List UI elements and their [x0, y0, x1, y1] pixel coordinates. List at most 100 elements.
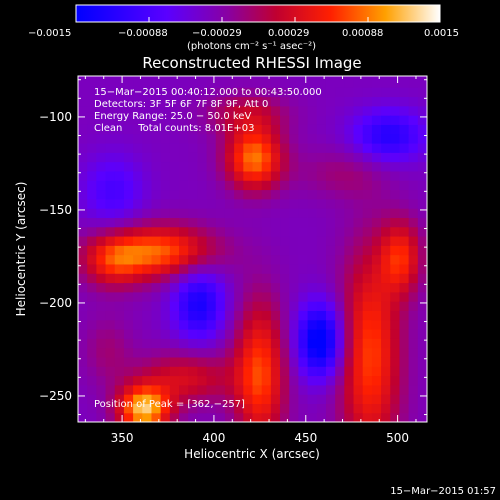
heatmap-cell: [142, 124, 153, 135]
heatmap-cell: [381, 403, 391, 414]
heatmap-cell: [280, 328, 290, 339]
heatmap-cell: [289, 366, 300, 377]
heatmap-cell: [188, 161, 198, 172]
heatmap-cell: [243, 403, 254, 414]
heatmap-cell: [243, 208, 254, 218]
heatmap-cell: [344, 310, 355, 321]
heatmap-cell: [325, 142, 336, 153]
heatmap-cell: [344, 403, 355, 414]
heatmap-cell: [353, 356, 364, 367]
heatmap-cell: [234, 105, 244, 116]
heatmap-cell: [335, 319, 345, 330]
heatmap-cell: [215, 76, 226, 79]
heatmap-cell: [215, 310, 226, 321]
heatmap-cell: [105, 208, 116, 218]
heatmap-cell: [270, 310, 281, 321]
heatmap-cell: [371, 347, 382, 358]
heatmap-cell: [261, 170, 272, 181]
heatmap-cell: [353, 77, 364, 88]
heatmap-cell: [289, 347, 300, 358]
heatmap-cell: [87, 319, 97, 330]
heatmap-cell: [215, 180, 226, 191]
heatmap-cell: [169, 161, 180, 172]
heatmap-cell: [381, 366, 391, 377]
heatmap-cell: [344, 301, 355, 311]
heatmap-cell: [280, 226, 290, 237]
heatmap-cell: [206, 226, 217, 237]
heatmap-cell: [399, 366, 410, 377]
heatmap-cell: [215, 338, 226, 349]
heatmap-cell: [408, 245, 419, 256]
heatmap-cell: [215, 245, 226, 256]
heatmap-cell: [252, 301, 263, 311]
heatmap-cell: [169, 338, 180, 349]
heatmap-cell: [390, 226, 401, 237]
heatmap-cell: [151, 133, 162, 144]
heatmap-cell: [96, 180, 107, 191]
heatmap-cell: [160, 124, 171, 135]
heatmap-cell: [280, 282, 290, 293]
heatmap-cell: [408, 366, 419, 377]
heatmap-cell: [344, 115, 355, 125]
heatmap-cell: [371, 366, 382, 377]
heatmap-cell: [206, 133, 217, 144]
heatmap-cell: [215, 319, 226, 330]
heatmap-cell: [224, 310, 235, 321]
heatmap-cell: [280, 366, 290, 377]
heatmap-cell: [160, 263, 171, 274]
heatmap-cell: [280, 115, 290, 125]
heatmap-cell: [371, 412, 382, 422]
heatmap-cell: [408, 384, 419, 395]
heatmap-cell: [78, 180, 88, 191]
heatmap-cell: [151, 328, 162, 339]
heatmap-cell: [206, 301, 217, 311]
heatmap-cell: [362, 115, 373, 125]
heatmap-cell: [270, 347, 281, 358]
heatmap-cell: [252, 170, 263, 181]
heatmap-cell: [371, 235, 382, 246]
heatmap-cell: [133, 338, 143, 349]
heatmap-cell: [160, 161, 171, 172]
heatmap-cell: [270, 142, 281, 153]
heatmap-cell: [307, 319, 318, 330]
heatmap-cell: [261, 338, 272, 349]
heatmap-cell: [234, 77, 244, 88]
heatmap-cell: [371, 291, 382, 302]
heatmap-cell: [197, 301, 208, 311]
heatmap-cell: [353, 133, 364, 144]
heatmap-cell: [417, 328, 427, 339]
heatmap-cell: [142, 133, 153, 144]
heatmap-cell: [408, 142, 419, 153]
heatmap-cell: [289, 87, 300, 98]
heatmap-cell: [417, 338, 427, 349]
heatmap-cell: [179, 403, 189, 414]
heatmap-cell: [270, 76, 281, 79]
heatmap-cell: [78, 217, 88, 228]
heatmap-cell: [261, 282, 272, 293]
heatmap-cell: [261, 96, 272, 107]
heatmap-cell: [179, 375, 189, 386]
heatmap-cell: [307, 384, 318, 395]
heatmap-cell: [270, 170, 281, 181]
heatmap-cell: [224, 263, 235, 274]
heatmap-cell: [417, 375, 427, 386]
heatmap-cell: [206, 142, 217, 153]
heatmap-cell: [96, 254, 107, 265]
heatmap-cell: [307, 245, 318, 256]
heatmap-cell: [123, 347, 134, 358]
heatmap-cell: [298, 282, 309, 293]
heatmap-cell: [105, 347, 116, 358]
heatmap-cell: [408, 347, 419, 358]
heatmap-cell: [390, 96, 401, 107]
heatmap-cell: [78, 170, 88, 181]
heatmap-cell: [151, 87, 162, 98]
heatmap-cell: [87, 96, 97, 107]
heatmap-cell: [234, 235, 244, 246]
heatmap-cell: [417, 235, 427, 246]
heatmap-cell: [325, 170, 336, 181]
heatmap-cell: [123, 124, 134, 135]
heatmap-cell: [335, 403, 345, 414]
heatmap-cell: [289, 235, 300, 246]
heatmap-cell: [371, 77, 382, 88]
heatmap-cell: [280, 235, 290, 246]
